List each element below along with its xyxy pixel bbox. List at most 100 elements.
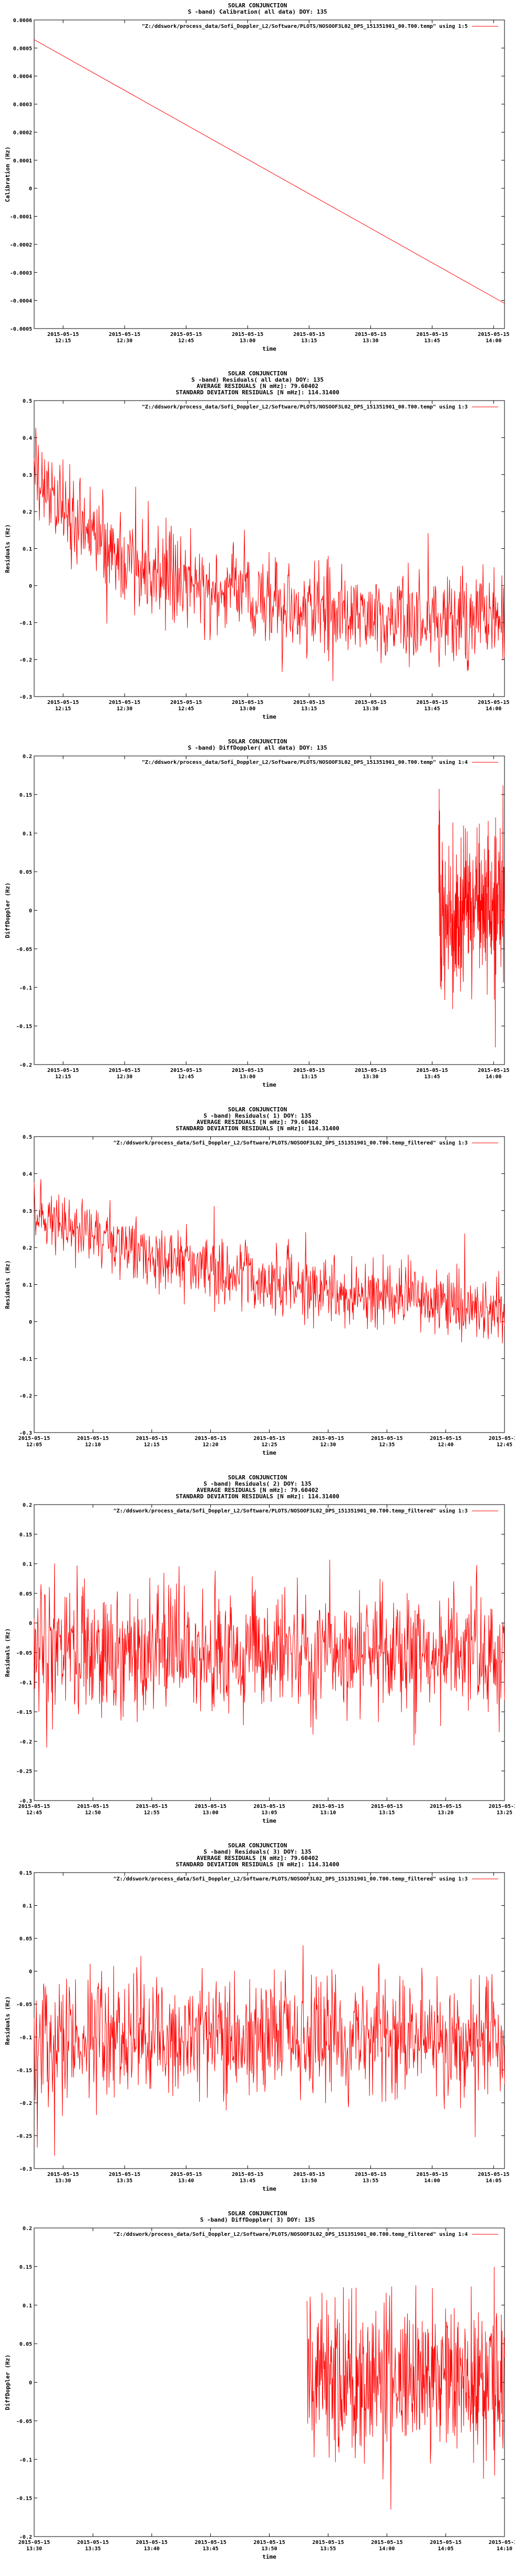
x-tick-date: 2015-05-15 [136, 2540, 168, 2546]
x-tick-time: 12:30 [320, 1442, 336, 1448]
x-tick-time: 13:15 [301, 706, 317, 712]
chart-title: SOLAR CONJUNCTION [228, 2210, 287, 2217]
y-tick-label: -0.15 [16, 2068, 32, 2073]
chart-title: SOLAR CONJUNCTION [228, 1106, 287, 1113]
y-tick-label: 0.15 [19, 792, 32, 798]
y-tick-label: 0.05 [19, 1936, 32, 1942]
x-tick-time: 13:35 [117, 2178, 132, 2184]
chart-panel: SOLAR CONJUNCTION S -band) Residuals( 2) … [0, 1472, 515, 1840]
x-tick-date: 2015-05-15 [478, 2172, 509, 2178]
y-tick-label: 0.1 [23, 1283, 32, 1289]
x-tick-date: 2015-05-15 [77, 2540, 109, 2546]
x-tick-time: 14:05 [486, 2178, 501, 2184]
y-tick-label: 0.0003 [13, 102, 32, 108]
y-tick-label: 0 [29, 2380, 32, 2386]
x-tick-time: 12:45 [26, 1810, 42, 1816]
y-tick-label: -0.2 [19, 2534, 32, 2540]
x-tick-time: 14:00 [379, 2546, 395, 2552]
x-tick-time: 13:10 [320, 1810, 336, 1816]
x-tick-time: 13:30 [363, 1074, 378, 1080]
x-tick-date: 2015-05-15 [430, 1804, 461, 1810]
y-axis-label: DiffDoppler (Hz) [4, 883, 11, 938]
x-tick-date: 2015-05-15 [195, 2540, 226, 2546]
legend-entry: "Z:/ddswork/process_data/Sofi_Doppler_L2… [114, 1508, 468, 1514]
y-tick-label: -0.2 [19, 1062, 32, 1068]
x-tick-date: 2015-05-15 [430, 1436, 461, 1442]
series-line [34, 1179, 505, 1344]
x-tick-time: 13:45 [203, 2546, 219, 2552]
x-tick-time: 12:30 [117, 1074, 132, 1080]
y-tick-label: -0.15 [16, 1710, 32, 1715]
x-tick-time: 14:05 [438, 2546, 454, 2552]
chart-panel: SOLAR CONJUNCTION S -band) DiffDoppler( a… [0, 736, 515, 1104]
x-tick-date: 2015-05-15 [416, 332, 448, 338]
y-tick-label: 0 [29, 908, 32, 914]
y-tick-label: -0.1 [19, 1680, 32, 1686]
series-line [34, 39, 505, 304]
x-tick-date: 2015-05-15 [170, 332, 202, 338]
x-tick-date: 2015-05-15 [253, 2540, 285, 2546]
y-tick-label: -0.3 [19, 694, 32, 700]
x-tick-date: 2015-05-15 [18, 1804, 50, 1810]
y-tick-label: 0.05 [19, 870, 32, 875]
x-tick-date: 2015-05-15 [371, 1436, 403, 1442]
chart-subtitle: STANDARD DEVIATION RESIDUALS [N mHz]: 11… [176, 1861, 339, 1868]
y-tick-label: 0.2 [23, 1245, 32, 1251]
x-tick-date: 2015-05-15 [430, 2540, 461, 2546]
y-tick-label: -0.1 [19, 620, 32, 626]
x-tick-time: 13:15 [301, 338, 317, 344]
y-tick-label: -0.1 [19, 2035, 32, 2041]
y-tick-label: 0.1 [23, 2303, 32, 2309]
x-tick-time: 13:50 [301, 2178, 317, 2184]
x-tick-date: 2015-05-15 [371, 1804, 403, 1810]
y-axis-label: Calibration (Hz) [4, 147, 11, 202]
x-axis-label: time [262, 713, 276, 720]
x-tick-time: 12:45 [178, 706, 194, 712]
x-tick-time: 14:00 [424, 2178, 440, 2184]
x-tick-date: 2015-05-15 [18, 1436, 50, 1442]
x-tick-time: 12:05 [26, 1442, 42, 1448]
x-tick-date: 2015-05-15 [312, 1436, 344, 1442]
x-tick-date: 2015-05-15 [355, 1068, 386, 1074]
y-tick-label: 0.0004 [13, 74, 32, 80]
y-tick-label: -0.3 [19, 1798, 32, 1804]
y-tick-label: 0.2 [23, 754, 32, 760]
legend-entry: "Z:/ddswork/process_data/Sofi_Doppler_L2… [114, 1140, 468, 1146]
x-tick-time: 12:15 [144, 1442, 160, 1448]
series-line [306, 2266, 505, 2510]
x-tick-date: 2015-05-15 [489, 2540, 515, 2546]
x-tick-date: 2015-05-15 [312, 1804, 344, 1810]
x-tick-time: 13:30 [26, 2546, 42, 2552]
y-tick-label: -0.0001 [10, 214, 32, 220]
legend-entry: "Z:/ddswork/process_data/Sofi_Doppler_L2… [114, 1876, 468, 1882]
x-tick-time: 13:50 [261, 2546, 277, 2552]
chart-subtitle: S -band) Residuals( 3) DOY: 135 [203, 1848, 311, 1855]
x-tick-date: 2015-05-15 [47, 332, 79, 338]
x-tick-time: 13:15 [379, 1810, 395, 1816]
y-tick-label: 0.15 [19, 1870, 32, 1876]
legend-entry: "Z:/ddswork/process_data/Sofi_Doppler_L2… [142, 23, 468, 29]
x-tick-time: 13:00 [203, 1810, 219, 1816]
series-line [34, 427, 505, 681]
x-tick-time: 13:45 [240, 2178, 255, 2184]
plot-frame [34, 19, 505, 329]
chart-panel: SOLAR CONJUNCTION S -band) Residuals( 3) … [0, 1840, 515, 2208]
y-tick-label: 0.3 [23, 473, 32, 478]
chart-subtitle: AVERAGE RESIDUALS [N mHz]: 79.60402 [197, 1487, 318, 1494]
x-tick-time: 14:00 [486, 706, 501, 712]
x-tick-time: 12:45 [178, 1074, 194, 1080]
y-tick-label: 0.5 [23, 398, 32, 404]
chart-subtitle: S -band) Calibration( all data) DOY: 135 [188, 8, 327, 15]
x-tick-time: 12:25 [261, 1442, 277, 1448]
x-tick-time: 13:35 [85, 2546, 101, 2552]
x-tick-time: 13:30 [363, 338, 378, 344]
y-tick-label: -0.15 [16, 1024, 32, 1030]
x-tick-time: 13:40 [178, 2178, 194, 2184]
x-tick-time: 13:30 [55, 2178, 71, 2184]
x-tick-time: 13:20 [438, 1810, 454, 1816]
x-tick-date: 2015-05-15 [355, 700, 386, 706]
